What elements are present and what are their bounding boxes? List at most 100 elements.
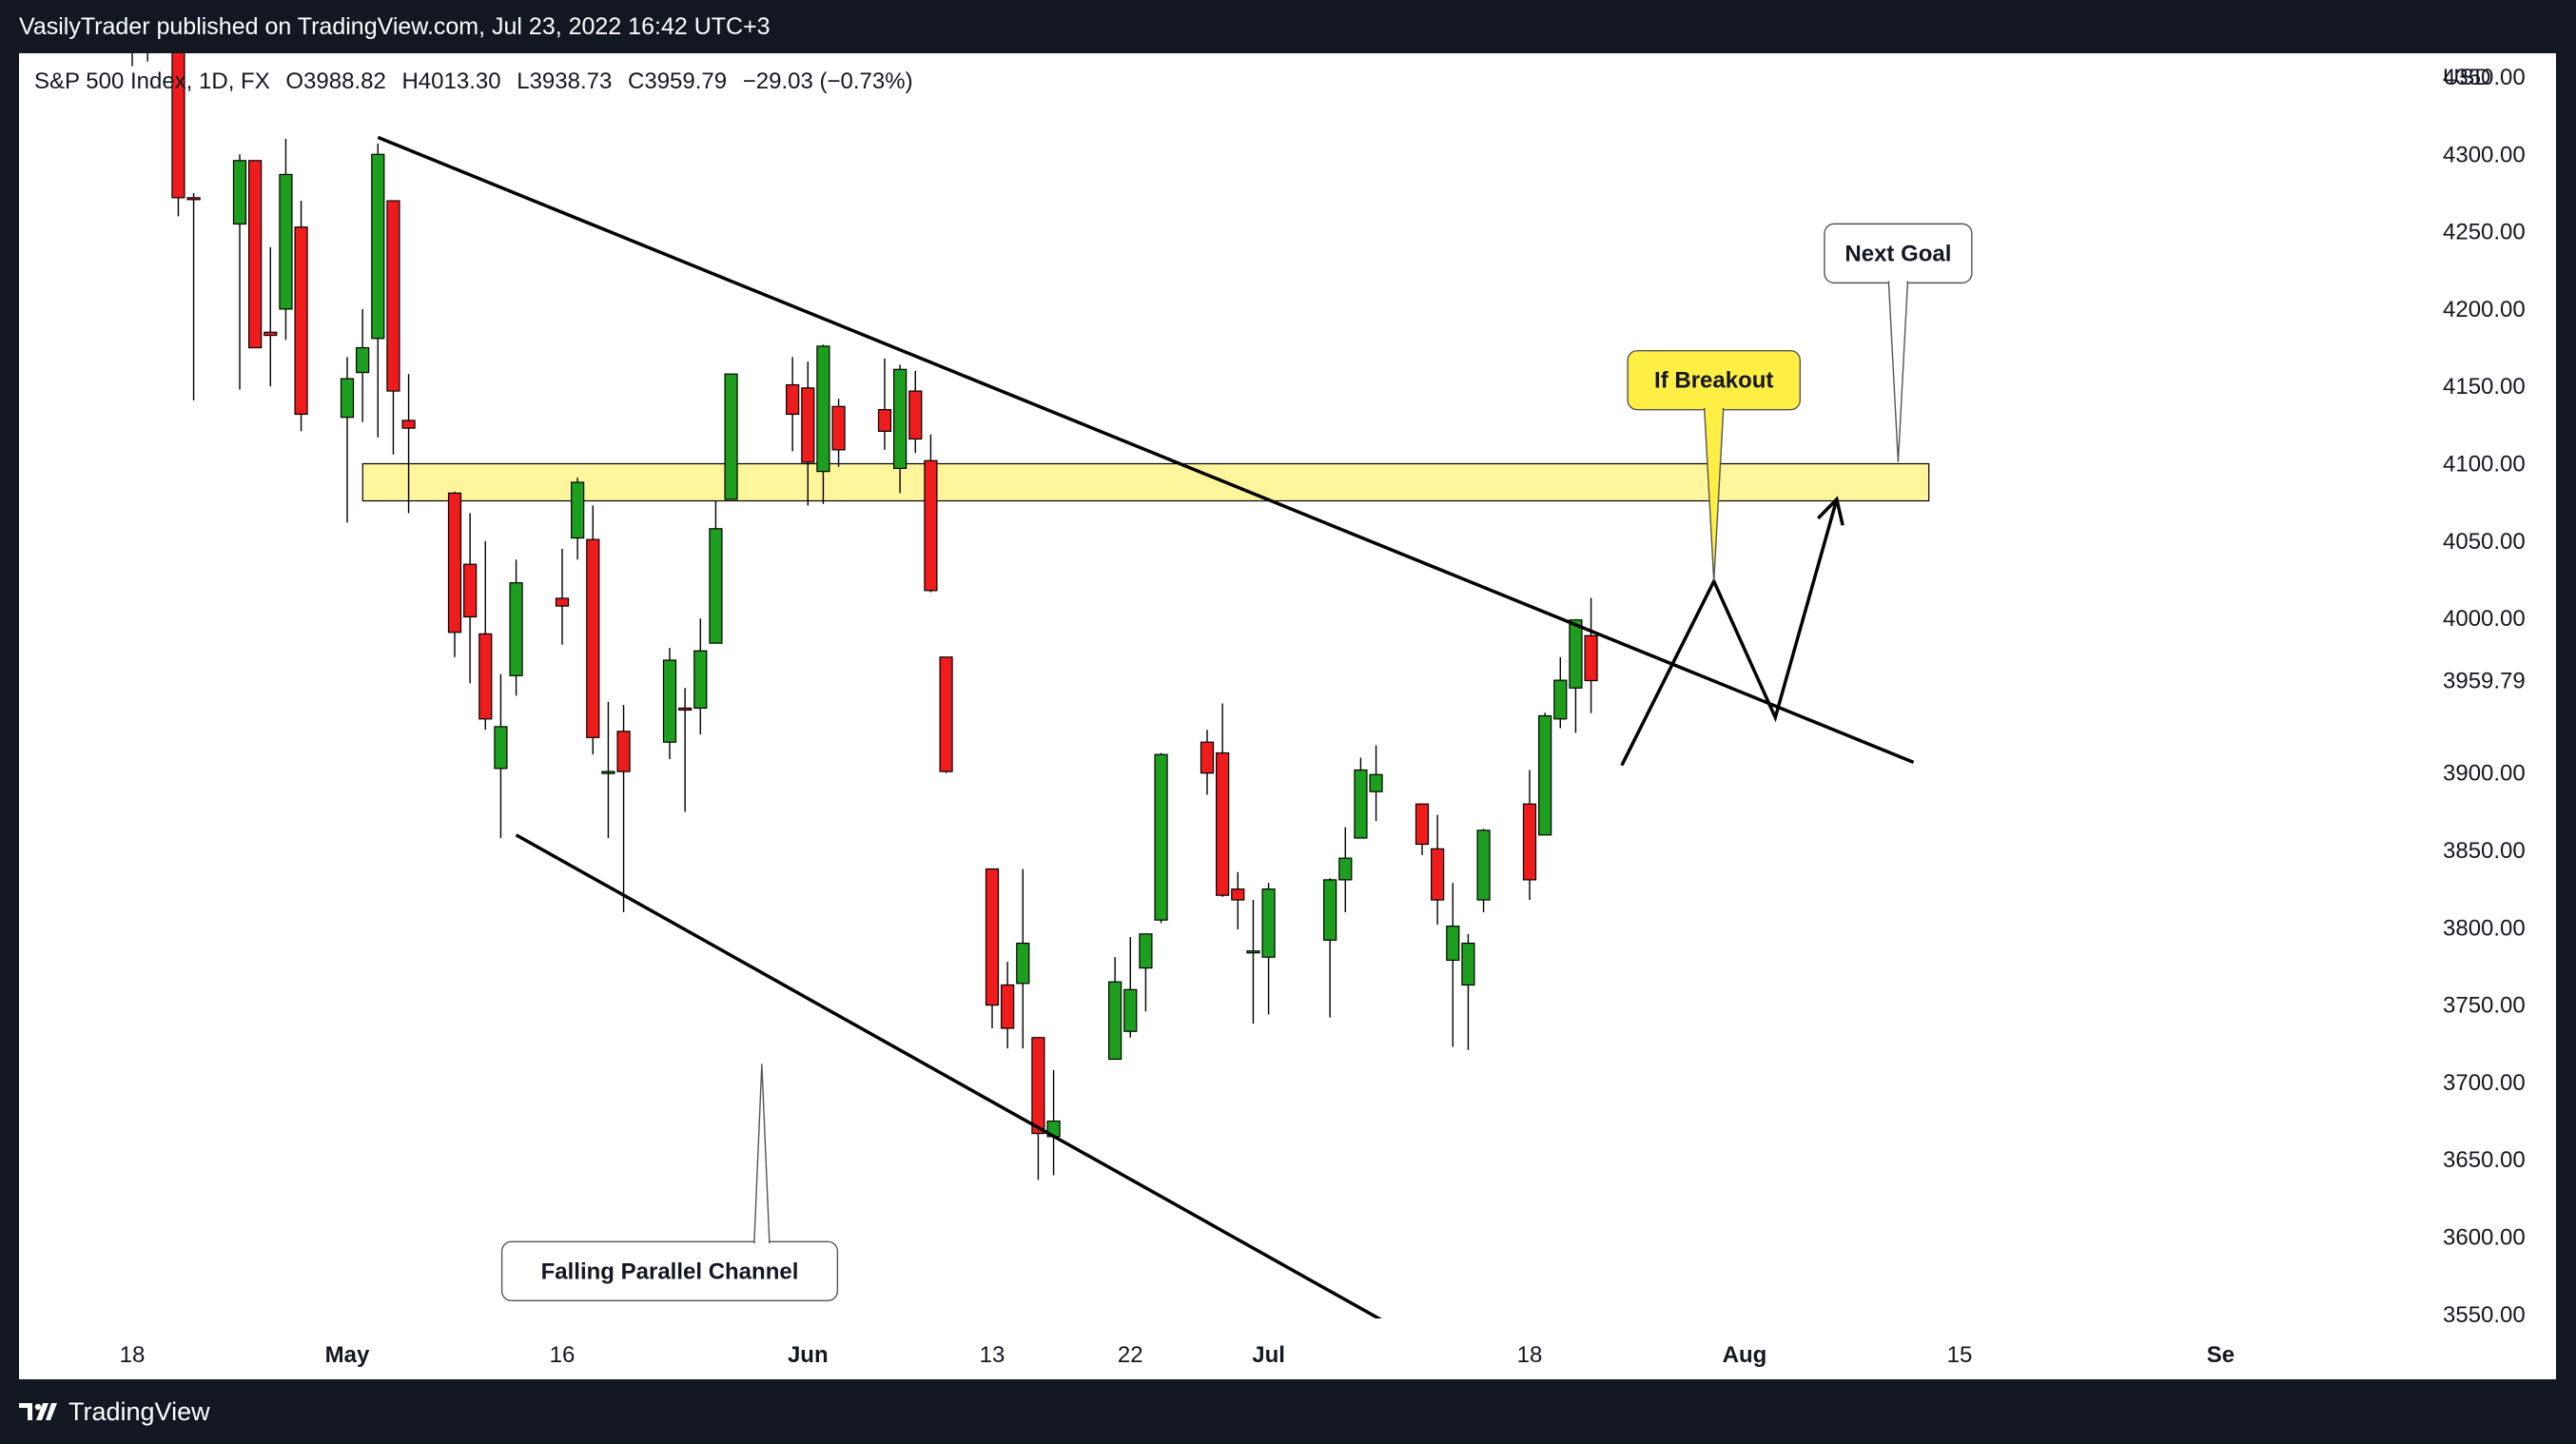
candle (1123, 937, 1138, 1038)
candle (786, 357, 800, 452)
candle-body-up (356, 346, 370, 374)
callout-label: Falling Parallel Channel (541, 1259, 799, 1284)
time-tick-label: Jun (788, 1342, 829, 1368)
candle-body-down (1522, 803, 1537, 881)
last-price-label: 3959.79 (2443, 668, 2526, 693)
candle-body-up (1354, 769, 1368, 839)
candle (1200, 730, 1215, 795)
candle-body-down (1584, 634, 1598, 682)
candle-body-up (371, 153, 385, 340)
candle-body-up (1476, 829, 1491, 901)
candle (586, 505, 600, 755)
price-tick-label: 3800.00 (2443, 915, 2526, 941)
price-tick-label: 3750.00 (2443, 993, 2526, 1019)
candle (248, 160, 263, 349)
price-tick-label: 4300.00 (2443, 142, 2526, 167)
candle-body-down (985, 868, 1000, 1006)
candle-body-down (1231, 888, 1245, 901)
candle-body-down (1200, 741, 1215, 774)
candle-body-up (1553, 679, 1568, 720)
price-tick-label: 3900.00 (2443, 761, 2526, 787)
candle-body-down (1031, 1037, 1045, 1135)
candle (908, 370, 923, 454)
candle (131, 53, 133, 67)
breakout-callout[interactable]: If Breakout (1627, 349, 1802, 582)
candle (985, 868, 1000, 1028)
candle (386, 200, 400, 455)
time-tick-label: 15 (1947, 1342, 1973, 1368)
candle-body-up (1246, 950, 1260, 954)
symbol-name: S&P 500 Index, 1D, FX (34, 68, 270, 94)
candle-body-down (678, 707, 693, 712)
candle-body-up (1461, 942, 1475, 986)
candle (893, 364, 907, 494)
candle (478, 540, 493, 731)
candle (1522, 770, 1537, 901)
next-goal-callout[interactable]: Next Goal (1824, 223, 1973, 462)
candle (1001, 962, 1015, 1049)
price-axis-background (2425, 53, 2556, 1379)
ohlc-open: O3988.82 (285, 68, 385, 94)
candle-body-up (1261, 888, 1276, 958)
candle-body-up (1446, 926, 1460, 962)
candle (831, 399, 846, 467)
candle-body-up (601, 771, 615, 774)
candle (1016, 868, 1030, 1049)
candle (1108, 957, 1122, 1061)
candle-body-up (340, 378, 355, 419)
candle-body-down (1001, 984, 1015, 1029)
candle (1246, 900, 1260, 1024)
candle-body-down (171, 53, 185, 199)
candle (356, 308, 370, 422)
price-tick-label: 3550.00 (2443, 1302, 2526, 1328)
callout-label: If Breakout (1654, 368, 1773, 394)
callout-box (500, 1240, 839, 1301)
candle (494, 673, 508, 838)
channel-lower-line[interactable] (515, 833, 1470, 1371)
ohlc-change: −29.03 (−0.73%) (743, 68, 913, 94)
projection-arrowhead (1817, 496, 1844, 526)
price-tick-label: 4150.00 (2443, 374, 2526, 400)
candle-body-down (831, 405, 846, 451)
time-tick-label: Aug (1723, 1342, 1767, 1368)
candle-body-down (1216, 751, 1230, 896)
candle (924, 434, 938, 593)
falling-channel-callout[interactable]: Falling Parallel Channel (500, 1063, 839, 1301)
candle (1139, 933, 1153, 1012)
candle-body-up (1369, 773, 1383, 792)
candle (724, 373, 738, 500)
candle-body-down (1415, 803, 1430, 846)
price-tick-label: 4250.00 (2443, 220, 2526, 245)
candle (463, 513, 478, 684)
candle (1553, 656, 1568, 729)
time-tick-label: 13 (980, 1342, 1005, 1368)
candle-body-down (939, 656, 953, 772)
candle-body-up (1569, 619, 1583, 689)
footer-bar: TradingView (0, 1379, 2576, 1444)
time-tick-label: 16 (550, 1342, 576, 1368)
candle (371, 143, 385, 438)
price-tick-label: 4200.00 (2443, 297, 2526, 322)
candle (401, 374, 416, 514)
price-chart[interactable]: 4350.00 4300.00 4250.00 4200.00 4150.00 4100.… (19, 53, 2556, 1379)
candle-body-up (1123, 988, 1138, 1032)
chart-area[interactable]: 4350.00 4300.00 4250.00 4200.00 4150.00 4100.… (19, 53, 2556, 1379)
candle (877, 358, 892, 450)
projection-path[interactable] (1620, 498, 1839, 767)
time-tick-label: Se (2207, 1342, 2234, 1368)
candle-body-down (586, 538, 600, 738)
channel-upper-line[interactable] (377, 135, 1915, 764)
candle-body-down (186, 197, 201, 201)
candle (662, 647, 677, 760)
candle-body-down (248, 160, 263, 349)
candle (1569, 619, 1583, 733)
price-tick-label: 3650.00 (2443, 1147, 2526, 1173)
price-tick-label: 4000.00 (2443, 606, 2526, 632)
candle-body-down (801, 387, 815, 463)
candle (709, 500, 723, 644)
candle (1369, 745, 1383, 822)
candle (171, 53, 185, 217)
price-tick-label: 3600.00 (2443, 1225, 2526, 1251)
candle-body-down (294, 226, 308, 416)
price-tick-label: 4350.00 (2443, 65, 2526, 90)
